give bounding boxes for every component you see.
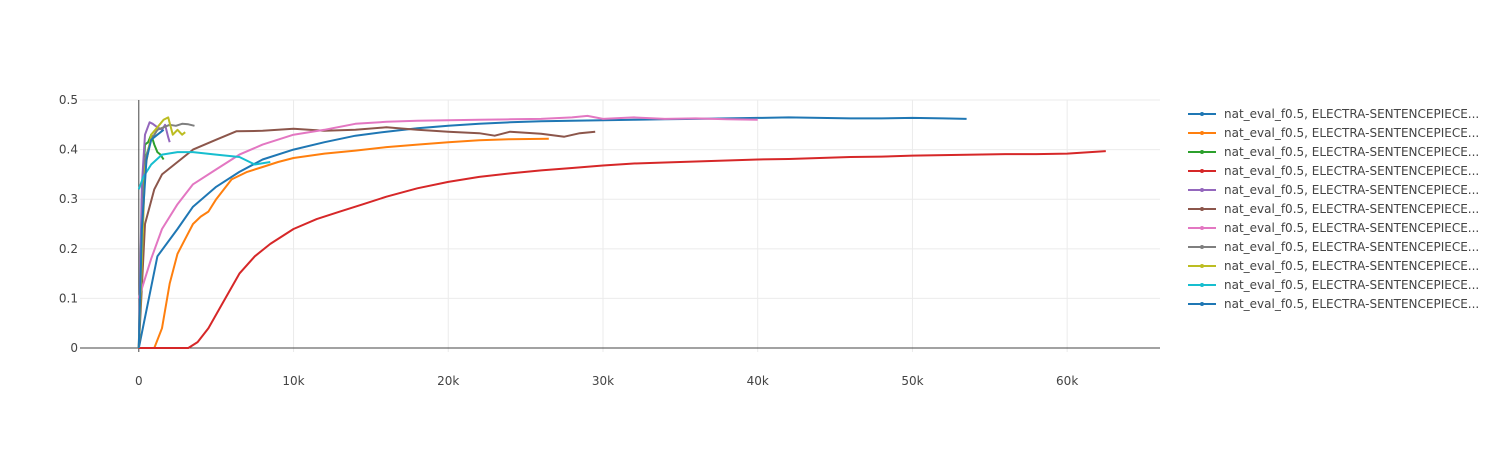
series-line-5: [137, 121, 171, 349]
legend-item-11[interactable]: nat_eval_f0.5, ELECTRA-SENTENCEPIECE...: [1188, 297, 1479, 311]
legend-item-8[interactable]: nat_eval_f0.5, ELECTRA-SENTENCEPIECE...: [1188, 240, 1479, 254]
legend-item-9[interactable]: nat_eval_f0.5, ELECTRA-SENTENCEPIECE...: [1188, 259, 1479, 273]
x-tick-label: 20k: [437, 374, 459, 388]
legend-label: nat_eval_f0.5, ELECTRA-SENTENCEPIECE...: [1224, 183, 1479, 197]
legend-label: nat_eval_f0.5, ELECTRA-SENTENCEPIECE...: [1224, 297, 1479, 311]
x-tick-label: 0: [135, 374, 143, 388]
legend-marker: [1200, 302, 1204, 306]
y-tick-label: 0: [70, 341, 78, 355]
legend-label: nat_eval_f0.5, ELECTRA-SENTENCEPIECE...: [1224, 259, 1479, 273]
legend-item-4[interactable]: nat_eval_f0.5, ELECTRA-SENTENCEPIECE...: [1188, 164, 1479, 178]
legend-marker: [1200, 169, 1204, 173]
legend-marker: [1200, 207, 1204, 211]
series-line-1: [137, 116, 967, 349]
legend-marker: [1200, 188, 1204, 192]
legend-label: nat_eval_f0.5, ELECTRA-SENTENCEPIECE...: [1224, 202, 1479, 216]
legend: nat_eval_f0.5, ELECTRA-SENTENCEPIECE... n…: [1188, 107, 1479, 311]
legend-marker: [1200, 226, 1204, 230]
legend-marker: [1200, 150, 1204, 154]
y-tick-label: 0.2: [59, 242, 78, 256]
series-line-2: [138, 137, 549, 349]
x-tick-label: 50k: [901, 374, 923, 388]
legend-label: nat_eval_f0.5, ELECTRA-SENTENCEPIECE...: [1224, 126, 1479, 140]
x-tick-label: 30k: [592, 374, 614, 388]
series-line-7: [137, 114, 758, 299]
legend-label: nat_eval_f0.5, ELECTRA-SENTENCEPIECE...: [1224, 240, 1479, 254]
y-tick-label: 0.5: [59, 93, 78, 107]
series-line-11: [137, 129, 165, 349]
legend-label: nat_eval_f0.5, ELECTRA-SENTENCEPIECE...: [1224, 107, 1479, 121]
x-tick-label: 10k: [282, 374, 304, 388]
legend-marker: [1200, 245, 1204, 249]
legend-item-3[interactable]: nat_eval_f0.5, ELECTRA-SENTENCEPIECE...: [1188, 145, 1479, 159]
grid-lines: [80, 99, 1160, 352]
legend-item-7[interactable]: nat_eval_f0.5, ELECTRA-SENTENCEPIECE...: [1188, 221, 1479, 235]
legend-label: nat_eval_f0.5, ELECTRA-SENTENCEPIECE...: [1224, 278, 1479, 292]
series-line-10: [137, 151, 271, 190]
legend-item-10[interactable]: nat_eval_f0.5, ELECTRA-SENTENCEPIECE...: [1188, 278, 1479, 292]
series-line-4: [138, 150, 1106, 349]
axes: 0 10k 20k 30k 40k 50k 60k 0 0.1 0.2 0.3 0.4 0.5: [59, 93, 1160, 388]
legend-label: nat_eval_f0.5, ELECTRA-SENTENCEPIECE...: [1224, 221, 1479, 235]
legend-label: nat_eval_f0.5, ELECTRA-SENTENCEPIECE...: [1224, 145, 1479, 159]
legend-marker: [1200, 112, 1204, 116]
legend-label: nat_eval_f0.5, ELECTRA-SENTENCEPIECE...: [1224, 164, 1479, 178]
legend-item-1[interactable]: nat_eval_f0.5, ELECTRA-SENTENCEPIECE...: [1188, 107, 1479, 121]
legend-marker: [1200, 283, 1204, 287]
y-tick-label: 0.4: [59, 143, 78, 157]
x-tick-label: 40k: [747, 374, 769, 388]
y-tick-label: 0.1: [59, 291, 78, 305]
y-tick-label: 0.3: [59, 192, 78, 206]
legend-item-2[interactable]: nat_eval_f0.5, ELECTRA-SENTENCEPIECE...: [1188, 126, 1479, 140]
legend-marker: [1200, 264, 1204, 268]
series-layer: [137, 114, 1106, 349]
legend-item-5[interactable]: nat_eval_f0.5, ELECTRA-SENTENCEPIECE...: [1188, 183, 1479, 197]
legend-marker: [1200, 131, 1204, 135]
x-tick-label: 60k: [1056, 374, 1078, 388]
series-line-6: [137, 126, 596, 349]
legend-item-6[interactable]: nat_eval_f0.5, ELECTRA-SENTENCEPIECE...: [1188, 202, 1479, 216]
